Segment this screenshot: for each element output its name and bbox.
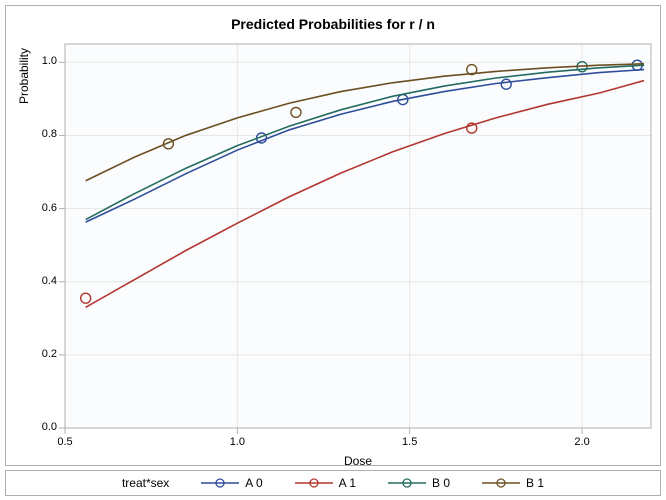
- legend-swatch-A1: [295, 477, 333, 489]
- y-tick-label: 0.6: [31, 202, 57, 214]
- x-tick-label: 1.5: [398, 436, 422, 448]
- y-tick-label: 0.4: [31, 275, 57, 287]
- legend-item-A1: A 1: [295, 476, 356, 490]
- legend-item-B1: B 1: [482, 476, 544, 490]
- legend-label-B0: B 0: [432, 476, 450, 490]
- legend-title: treat*sex: [122, 476, 169, 490]
- legend-item-B0: B 0: [388, 476, 450, 490]
- figure: Predicted Probabilities for r / n Probab…: [0, 0, 666, 500]
- legend-swatch-B1: [482, 477, 520, 489]
- legend: treat*sex A 0 A 1 B 0 B 1: [5, 470, 661, 496]
- plot-area: [65, 44, 651, 428]
- y-axis-label: Probability: [17, 0, 31, 268]
- legend-swatch-B0: [388, 477, 426, 489]
- x-tick-label: 2.0: [570, 436, 594, 448]
- legend-label-A1: A 1: [339, 476, 356, 490]
- legend-label-B1: B 1: [526, 476, 544, 490]
- x-axis-label: Dose: [65, 454, 651, 468]
- legend-item-A0: A 0: [201, 476, 262, 490]
- y-tick-label: 1.0: [31, 55, 57, 67]
- x-tick-label: 1.0: [225, 436, 249, 448]
- y-tick-label: 0.2: [31, 348, 57, 360]
- legend-swatch-A0: [201, 477, 239, 489]
- x-tick-label: 0.5: [53, 436, 77, 448]
- y-tick-label: 0.8: [31, 128, 57, 140]
- y-tick-label: 0.0: [31, 421, 57, 433]
- legend-label-A0: A 0: [245, 476, 262, 490]
